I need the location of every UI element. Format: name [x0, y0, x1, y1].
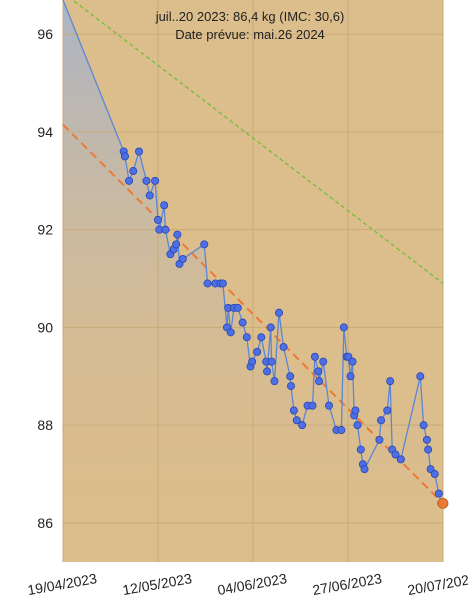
y-tick-label: 86 [37, 515, 53, 531]
last-weight-point [437, 497, 449, 509]
grid-lines [62, 0, 444, 562]
weight-point [233, 303, 242, 312]
weight-point [396, 455, 405, 464]
weight-point [424, 445, 433, 454]
weight-point [353, 421, 362, 430]
weight-point [315, 377, 324, 386]
y-tick-label: 94 [37, 124, 53, 140]
weight-point [292, 416, 301, 425]
weight-point [339, 323, 348, 332]
weight-point [145, 191, 154, 200]
weight-point [383, 406, 392, 415]
weight-point [172, 240, 181, 249]
weight-point [346, 372, 355, 381]
weight-point [267, 357, 276, 366]
weight-point [263, 367, 272, 376]
weight-point [314, 367, 323, 376]
weight-point [430, 470, 439, 479]
weight-point [161, 225, 170, 234]
weight-point [286, 372, 295, 381]
weight-point [310, 352, 319, 361]
y-tick-label: 96 [37, 26, 53, 42]
weight-point [289, 406, 298, 415]
weight-point [203, 279, 212, 288]
x-tick-label: 04/06/2023 [216, 570, 288, 598]
x-tick-label: 19/04/2023 [26, 570, 98, 598]
weight-point [270, 377, 279, 386]
weight-point [275, 308, 284, 317]
weight-point [434, 489, 443, 498]
weight-point [257, 333, 266, 342]
weight-point [120, 152, 129, 161]
weight-point [416, 372, 425, 381]
weight-point [351, 406, 360, 415]
weight-point [153, 215, 162, 224]
weight-point [419, 421, 428, 430]
weight-point [248, 357, 257, 366]
y-tick-label: 92 [37, 222, 53, 238]
weight-point [360, 465, 369, 474]
weight-point [134, 147, 143, 156]
header-current-weight: juil..20 2023: 86,4 kg (IMC: 30,6) [155, 9, 345, 24]
weight-point [386, 377, 395, 386]
weight-point [348, 357, 357, 366]
y-tick-label: 88 [37, 417, 53, 433]
x-tick-label: 20/07/2023 [406, 570, 468, 598]
weight-point [279, 342, 288, 351]
weight-point [242, 333, 251, 342]
weight-point [129, 167, 138, 176]
weight-point [377, 416, 386, 425]
weight-point [178, 255, 187, 264]
weight-point [226, 328, 235, 337]
y-tick-label: 90 [37, 319, 53, 335]
weight-point [319, 357, 328, 366]
target-line [71, 0, 444, 284]
weight-point [375, 435, 384, 444]
weight-point [125, 176, 134, 185]
weight-point [173, 230, 182, 239]
weight-point [308, 401, 317, 410]
weight-point [324, 401, 333, 410]
weight-point [200, 240, 209, 249]
weight-point [286, 382, 295, 391]
weight-point [422, 435, 431, 444]
weight-point [238, 318, 247, 327]
weight-points [119, 147, 449, 509]
weight-point [337, 426, 346, 435]
weight-point [218, 279, 227, 288]
weight-point [391, 450, 400, 459]
weight-point [142, 176, 151, 185]
weight-point [151, 176, 160, 185]
weight-point [253, 347, 262, 356]
weight-point [266, 323, 275, 332]
weight-point [356, 445, 365, 454]
x-tick-label: 12/05/2023 [121, 570, 193, 598]
x-tick-label: 27/06/2023 [311, 570, 383, 598]
weight-point [160, 201, 169, 210]
header-target-date: Date prévue: mai.26 2024 [175, 27, 325, 42]
weight-point [298, 421, 307, 430]
